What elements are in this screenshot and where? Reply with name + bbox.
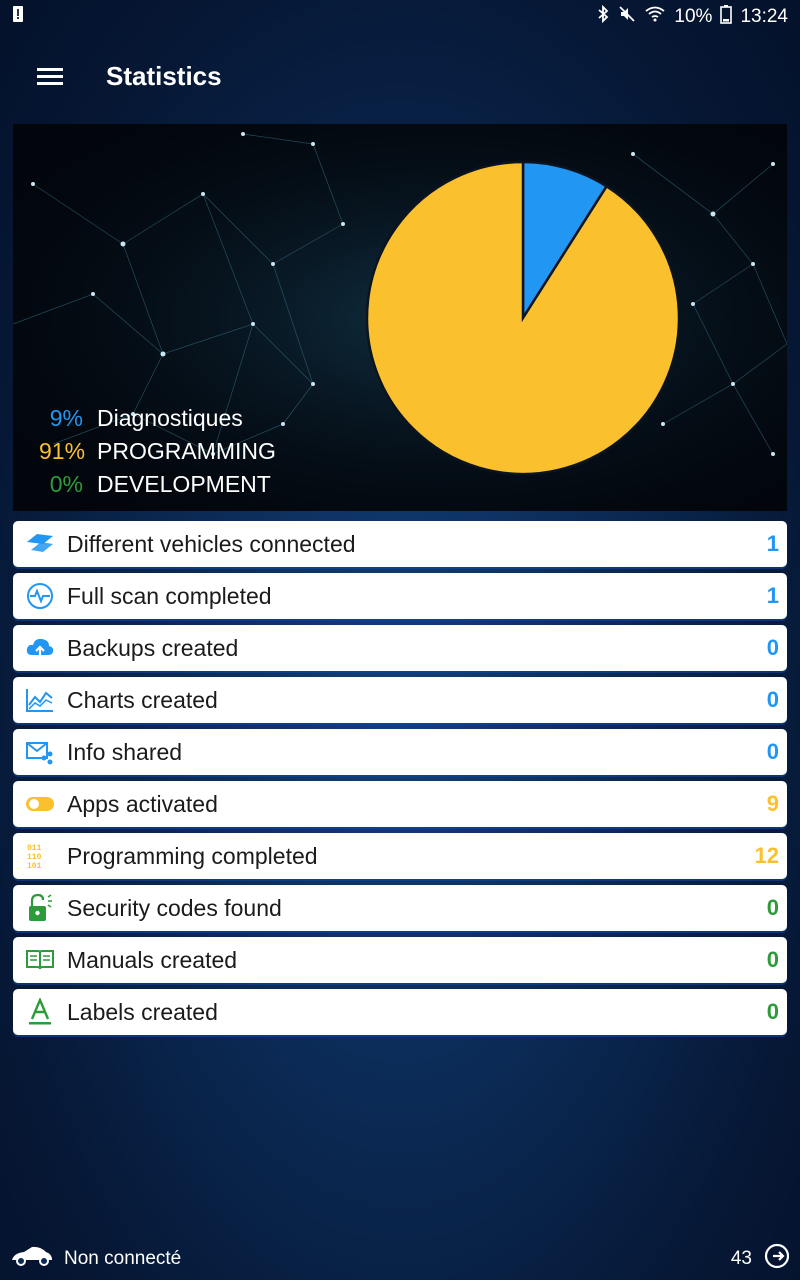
stat-count: 0 [766, 999, 779, 1024]
page-title: Statistics [106, 60, 222, 91]
stat-row[interactable]: 011 110 101 Programming completed 12 [13, 833, 787, 879]
bottom-counter: 43 [730, 1248, 752, 1269]
stat-count: 0 [766, 947, 779, 972]
chart-legend: 9% Diagnostiques 91% PROGRAMMING 0% DEVELOPME… [39, 402, 276, 501]
bottom-bar: Non connecté 43 [0, 1238, 800, 1280]
legend-percent: 9% [49, 405, 83, 431]
legend-item: 9% Diagnostiques [39, 402, 276, 435]
mute-icon [618, 5, 636, 29]
legend-percent: 0% [49, 471, 83, 497]
stat-label: Backups created [67, 634, 239, 661]
svg-text:101: 101 [27, 862, 42, 870]
stat-count: 0 [766, 635, 779, 660]
stat-label: Security codes found [67, 894, 282, 921]
stat-label: Programming completed [67, 842, 318, 869]
clock: 13:24 [740, 6, 788, 27]
stat-row[interactable]: Different vehicles connected 1 [13, 521, 787, 567]
legend-item: 0% DEVELOPMENT [39, 468, 276, 501]
stat-label: Labels created [67, 998, 218, 1025]
stat-row[interactable]: Full scan completed 1 [13, 573, 787, 619]
pie-slice-programming [365, 160, 681, 476]
stat-label: Apps activated [67, 790, 218, 817]
logout-icon[interactable] [764, 1243, 790, 1275]
stat-row[interactable]: Backups created 0 [13, 625, 787, 671]
cloud-upload-icon [25, 633, 55, 663]
binary-code-icon: 011 110 101 [25, 841, 55, 871]
manual-book-icon [25, 945, 55, 975]
stat-count: 1 [766, 531, 779, 556]
svg-text:110: 110 [27, 853, 42, 862]
pie-slice-diagnostiques [521, 160, 609, 323]
heartbeat-scan-icon [25, 581, 55, 611]
pie-chart [365, 160, 681, 476]
stat-row[interactable]: Charts created 0 [13, 677, 787, 723]
battery-icon [720, 4, 733, 30]
battery-percent: 10% [674, 6, 713, 27]
stat-count: 0 [766, 687, 779, 712]
app-bar: Statistics [0, 44, 800, 108]
connection-status: Non connecté [64, 1248, 182, 1269]
legend-item: 91% PROGRAMMING [39, 435, 276, 468]
unlock-icon [25, 893, 55, 923]
stats-list: Different vehicles connected 1 Full scan c… [13, 521, 787, 1041]
svg-text:011: 011 [27, 844, 42, 853]
stat-label: Different vehicles connected [67, 530, 356, 557]
stat-label: Manuals created [67, 946, 238, 973]
mail-share-icon [25, 737, 55, 767]
line-chart-icon [25, 685, 55, 715]
status-bar: 10% 13:24 [0, 0, 800, 34]
stat-label: Charts created [67, 686, 218, 713]
stat-row[interactable]: Apps activated 9 [13, 781, 787, 827]
legend-label: DEVELOPMENT [97, 471, 271, 497]
stat-row[interactable]: Info shared 0 [13, 729, 787, 775]
bluetooth-icon [596, 4, 610, 29]
stat-label: Info shared [67, 738, 183, 765]
stat-count: 0 [766, 895, 779, 920]
legend-label: PROGRAMMING [97, 438, 276, 464]
vehicle-flag-icon [25, 529, 55, 559]
stat-row[interactable]: Manuals created 0 [13, 937, 787, 983]
menu-button[interactable] [20, 46, 80, 106]
car-icon [10, 1245, 54, 1273]
hamburger-menu-icon [37, 68, 63, 85]
stats-chart-panel: 9% Diagnostiques 91% PROGRAMMING 0% DEVELOPME… [13, 124, 787, 511]
letter-a-label-icon [25, 997, 55, 1027]
wifi-icon [644, 5, 666, 29]
stat-count: 12 [754, 843, 779, 868]
stat-count: 0 [766, 739, 779, 764]
stat-row[interactable]: Labels created 0 [13, 989, 787, 1035]
stat-row[interactable]: Security codes found 0 [13, 885, 787, 931]
stat-count: 1 [766, 583, 779, 608]
legend-label: Diagnostiques [97, 405, 243, 431]
stat-count: 9 [766, 791, 779, 816]
toggle-on-icon [25, 789, 55, 819]
stat-label: Full scan completed [67, 582, 272, 609]
legend-percent: 91% [39, 438, 86, 464]
notification-icon [10, 5, 26, 29]
